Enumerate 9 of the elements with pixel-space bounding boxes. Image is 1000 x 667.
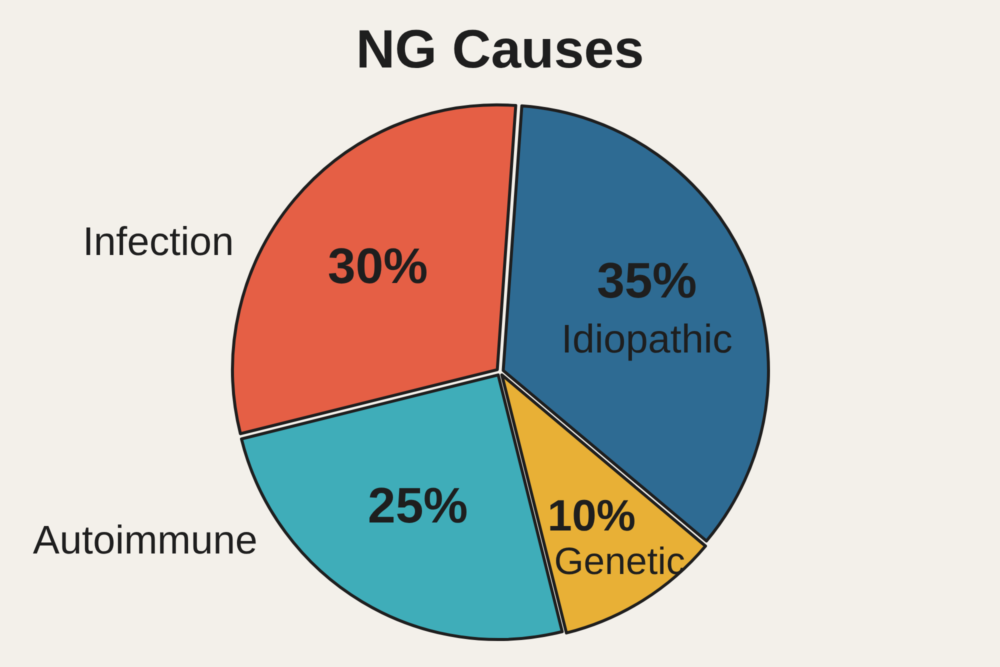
slice-label: Genetic <box>554 540 686 583</box>
data-label: 10% <box>548 492 636 541</box>
data-label: 25% <box>368 477 468 534</box>
slice-label: Autoimmune <box>32 518 258 563</box>
slice-label: Infection <box>82 220 234 264</box>
chart-title: NG Causes <box>356 19 644 80</box>
data-label: 35% <box>596 252 697 308</box>
data-label: 30% <box>328 238 428 294</box>
slice-label: Idiopathic <box>561 318 732 362</box>
